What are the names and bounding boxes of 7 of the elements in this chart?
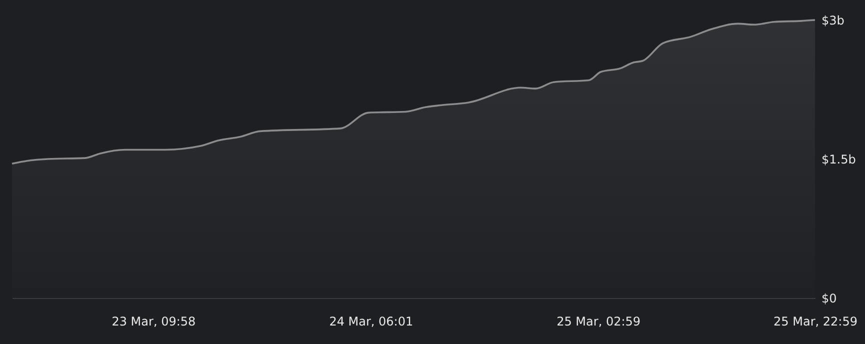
x-tick-label: 24 Mar, 06:01: [329, 314, 414, 328]
y-tick-label: $3b: [822, 14, 844, 28]
x-tick-label: 23 Mar, 09:58: [112, 314, 196, 328]
x-tick-label: 25 Mar, 02:59: [556, 314, 641, 328]
y-tick-label: $0: [822, 292, 837, 306]
x-tick-label: 25 Mar, 22:59: [774, 314, 858, 328]
y-tick-label: $1.5b: [822, 152, 856, 166]
